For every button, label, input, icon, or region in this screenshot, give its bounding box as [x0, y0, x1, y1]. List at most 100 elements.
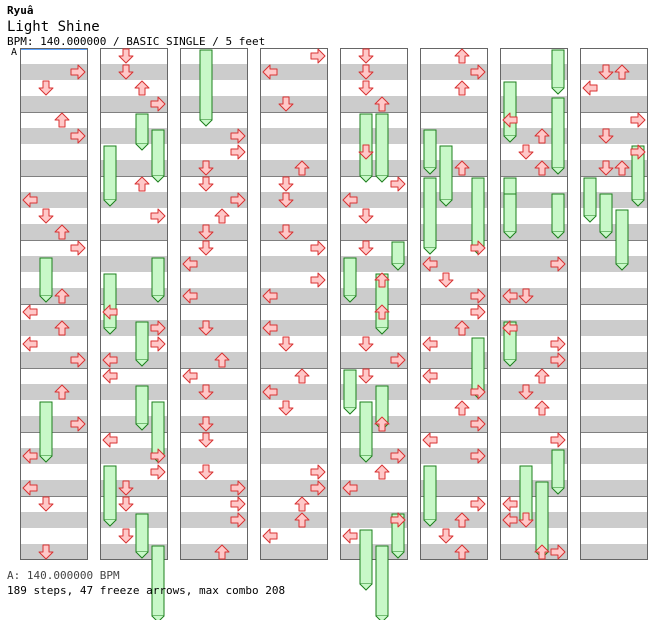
left-arrow [342, 192, 358, 208]
right-arrow [310, 272, 326, 288]
left-arrow [102, 368, 118, 384]
beat-stripe [500, 448, 568, 464]
beat-stripe [180, 352, 248, 368]
beat-stripe [20, 544, 88, 560]
beat-stripe [20, 448, 88, 464]
measure-column [260, 48, 328, 560]
freeze-arrow-up [375, 113, 389, 183]
left-arrow [182, 368, 198, 384]
beat-stripe [580, 224, 648, 240]
beat-stripe [500, 288, 568, 304]
left-arrow [422, 432, 438, 448]
column-frame [580, 48, 648, 560]
down-arrow [118, 48, 134, 64]
freeze-arrow-right [151, 257, 165, 303]
measure-column [180, 48, 248, 560]
beat-stripe [500, 96, 568, 112]
beat-stripe [420, 416, 488, 432]
down-arrow [198, 320, 214, 336]
left-arrow [582, 80, 598, 96]
right-arrow [470, 304, 486, 320]
beat-stripe [260, 288, 328, 304]
beat-stripe [20, 320, 88, 336]
down-arrow [38, 208, 54, 224]
right-arrow [150, 208, 166, 224]
column-frame [340, 48, 408, 560]
beat-stripe [260, 96, 328, 112]
down-arrow [358, 64, 374, 80]
left-arrow [182, 256, 198, 272]
down-arrow [198, 224, 214, 240]
left-arrow [22, 192, 38, 208]
beat-stripe [420, 224, 488, 240]
down-arrow [358, 48, 374, 64]
beat-stripe [20, 96, 88, 112]
beat-stripe [100, 224, 168, 240]
down-arrow [598, 160, 614, 176]
freeze-arrow-down [599, 193, 613, 239]
beat-stripe [420, 128, 488, 144]
right-arrow [470, 288, 486, 304]
down-arrow [118, 64, 134, 80]
down-arrow [358, 240, 374, 256]
beat-stripe [420, 480, 488, 496]
beat-stripe [580, 288, 648, 304]
down-arrow [518, 288, 534, 304]
down-arrow [278, 192, 294, 208]
freeze-arrow-right [551, 449, 565, 495]
column-frame [20, 48, 88, 560]
freeze-arrow-right [551, 49, 565, 95]
freeze-arrow-down [359, 529, 373, 591]
beat-stripe [500, 64, 568, 80]
up-arrow [54, 320, 70, 336]
right-arrow [230, 512, 246, 528]
right-arrow [70, 128, 86, 144]
down-arrow [38, 496, 54, 512]
beat-stripe [500, 160, 568, 176]
beat-stripe [180, 384, 248, 400]
right-arrow [150, 448, 166, 464]
beat-stripe [260, 224, 328, 240]
beat-stripe [180, 448, 248, 464]
left-arrow [422, 336, 438, 352]
up-arrow [454, 160, 470, 176]
chart-info: BPM: 140.000000 / BASIC SINGLE / 5 feet [7, 35, 266, 48]
beat-stripe [340, 320, 408, 336]
column-frame [260, 48, 328, 560]
beat-stripe [420, 160, 488, 176]
up-arrow [54, 384, 70, 400]
down-arrow [118, 480, 134, 496]
right-arrow [70, 64, 86, 80]
freeze-arrow-left [103, 145, 117, 207]
down-arrow [38, 544, 54, 560]
beat-stripe [500, 512, 568, 528]
beat-stripe [580, 512, 648, 528]
left-arrow [262, 528, 278, 544]
freeze-arrow-up [615, 209, 629, 271]
up-arrow [454, 48, 470, 64]
beat-stripe [180, 96, 248, 112]
beat-stripe [500, 352, 568, 368]
beat-stripe [500, 224, 568, 240]
down-arrow [358, 336, 374, 352]
beat-stripe [420, 352, 488, 368]
right-arrow [470, 64, 486, 80]
up-arrow [294, 512, 310, 528]
column-frame [180, 48, 248, 560]
up-arrow [454, 544, 470, 560]
up-arrow [374, 272, 390, 288]
beat-stripe [100, 384, 168, 400]
freeze-arrow-left [423, 177, 437, 255]
down-arrow [198, 416, 214, 432]
beat-stripe [20, 512, 88, 528]
right-arrow [470, 496, 486, 512]
down-arrow [278, 176, 294, 192]
beat-stripe [180, 480, 248, 496]
beat-stripe [260, 128, 328, 144]
beat-stripe [500, 416, 568, 432]
beat-stripe [340, 224, 408, 240]
freeze-arrow-right [151, 129, 165, 183]
beat-stripe [180, 256, 248, 272]
down-arrow [198, 384, 214, 400]
